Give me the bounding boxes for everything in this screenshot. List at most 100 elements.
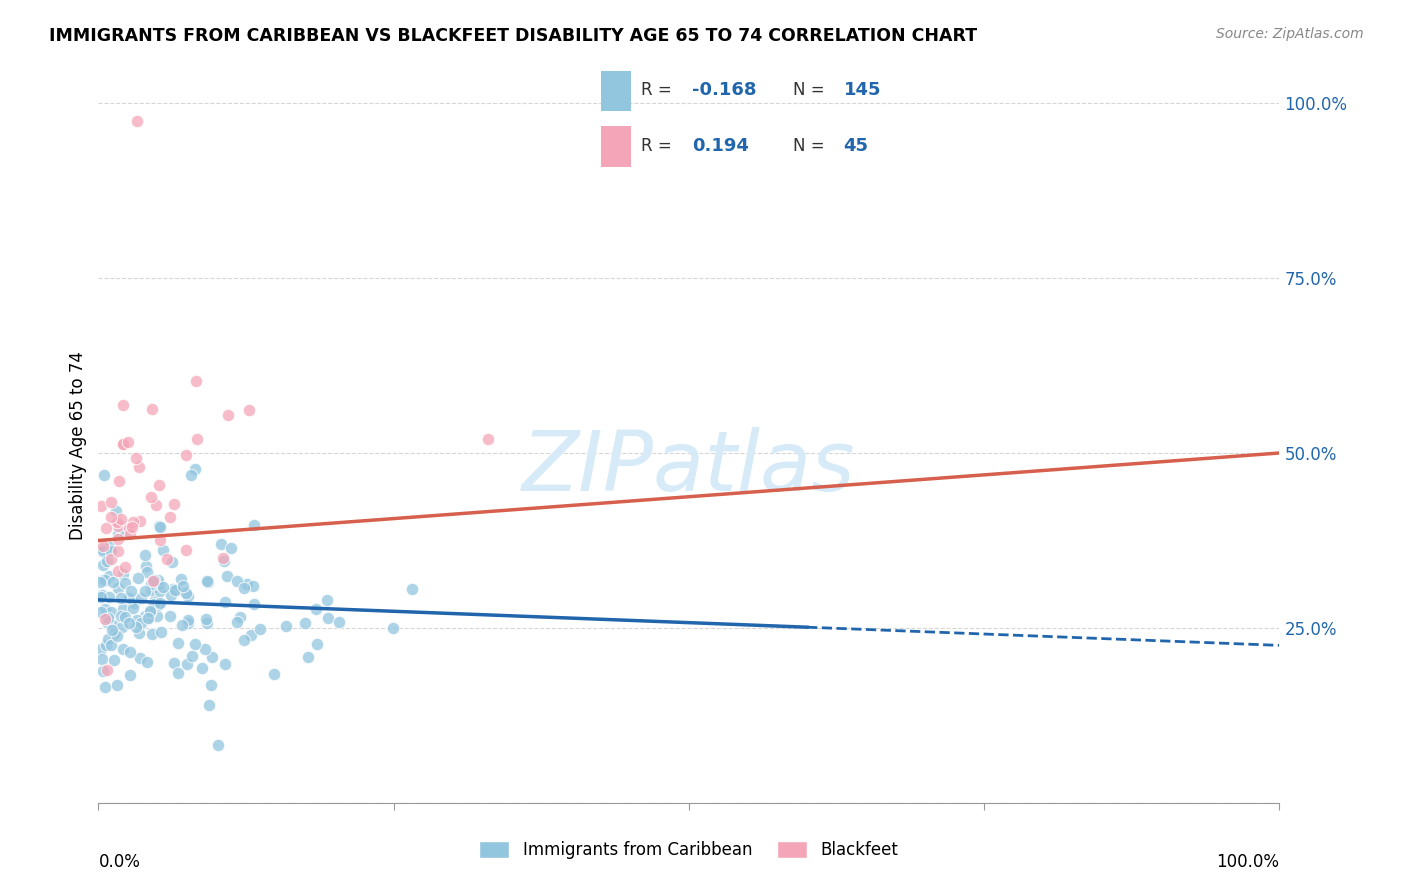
Point [170, 572, 193, 586]
Point [141, 627, 163, 641]
Point [176, 657, 198, 671]
Point [242, 517, 264, 532]
Point [148, 477, 170, 491]
Point [111, 641, 134, 656]
Text: ZIPatlas: ZIPatlas [522, 427, 856, 508]
Point [167, 665, 190, 680]
Point [238, 403, 260, 417]
Point [328, 615, 350, 629]
Point [93, 573, 115, 587]
Point [233, 633, 256, 648]
Point [146, 598, 169, 612]
Point [401, 582, 423, 597]
Point [93, 558, 115, 572]
Point [112, 567, 135, 582]
Point [242, 597, 264, 611]
Point [217, 408, 239, 422]
Point [117, 434, 139, 449]
Point [212, 550, 235, 565]
Point [274, 619, 297, 633]
Point [110, 512, 132, 526]
Point [91, 544, 114, 558]
Point [160, 588, 183, 602]
Point [91, 541, 114, 556]
Point [110, 609, 132, 624]
FancyBboxPatch shape [600, 126, 631, 167]
Point [107, 527, 129, 541]
Text: 100.0%: 100.0% [1216, 853, 1279, 871]
Text: N =: N = [793, 81, 830, 99]
Point [114, 527, 136, 541]
Point [149, 583, 172, 598]
Point [152, 543, 174, 558]
Point [118, 668, 141, 682]
Point [236, 577, 259, 591]
Legend: Immigrants from Caribbean, Blackfeet: Immigrants from Caribbean, Blackfeet [472, 834, 905, 866]
Point [129, 591, 152, 605]
Point [111, 437, 134, 451]
Point [96, 663, 118, 677]
Point [165, 582, 187, 597]
Point [98, 540, 121, 554]
Point [382, 621, 405, 635]
Point [209, 537, 232, 551]
Point [103, 617, 125, 632]
Point [135, 655, 157, 669]
Point [139, 491, 162, 505]
Point [177, 616, 200, 631]
Point [177, 613, 200, 627]
Point [90, 500, 112, 514]
Point [105, 504, 128, 518]
Point [214, 657, 236, 672]
Point [307, 637, 329, 651]
Point [139, 605, 162, 619]
Point [105, 516, 128, 530]
Text: Source: ZipAtlas.com: Source: ZipAtlas.com [1216, 27, 1364, 41]
Point [96, 639, 118, 653]
Text: 0.194: 0.194 [692, 137, 748, 155]
Point [148, 519, 170, 533]
Point [100, 638, 122, 652]
Point [118, 526, 141, 541]
Text: -0.168: -0.168 [692, 81, 756, 99]
Point [93, 681, 115, 695]
Point [143, 593, 166, 607]
Point [125, 613, 148, 627]
Point [91, 588, 114, 602]
Point [159, 608, 181, 623]
Point [89, 591, 111, 605]
Point [212, 554, 235, 568]
Point [114, 609, 136, 624]
Point [100, 623, 122, 637]
Point [141, 402, 163, 417]
Point [121, 519, 143, 533]
Point [184, 637, 207, 651]
Point [90, 605, 112, 619]
Point [172, 578, 194, 592]
Point [107, 544, 129, 558]
Point [112, 602, 135, 616]
Text: R =: R = [641, 81, 678, 99]
Text: R =: R = [641, 137, 682, 155]
Point [159, 510, 181, 524]
Point [122, 596, 145, 610]
Point [91, 664, 114, 678]
Point [186, 374, 208, 388]
Point [120, 645, 142, 659]
Point [134, 584, 156, 599]
Point [139, 577, 162, 591]
Point [148, 576, 170, 591]
Point [167, 636, 190, 650]
Point [149, 520, 172, 534]
Point [128, 626, 150, 640]
Point [125, 451, 148, 466]
Point [139, 582, 162, 597]
Point [96, 554, 118, 568]
Point [120, 583, 142, 598]
Point [180, 648, 202, 663]
Point [263, 667, 285, 681]
Point [232, 581, 254, 595]
Point [122, 601, 145, 615]
Point [477, 432, 499, 446]
Point [200, 678, 222, 692]
